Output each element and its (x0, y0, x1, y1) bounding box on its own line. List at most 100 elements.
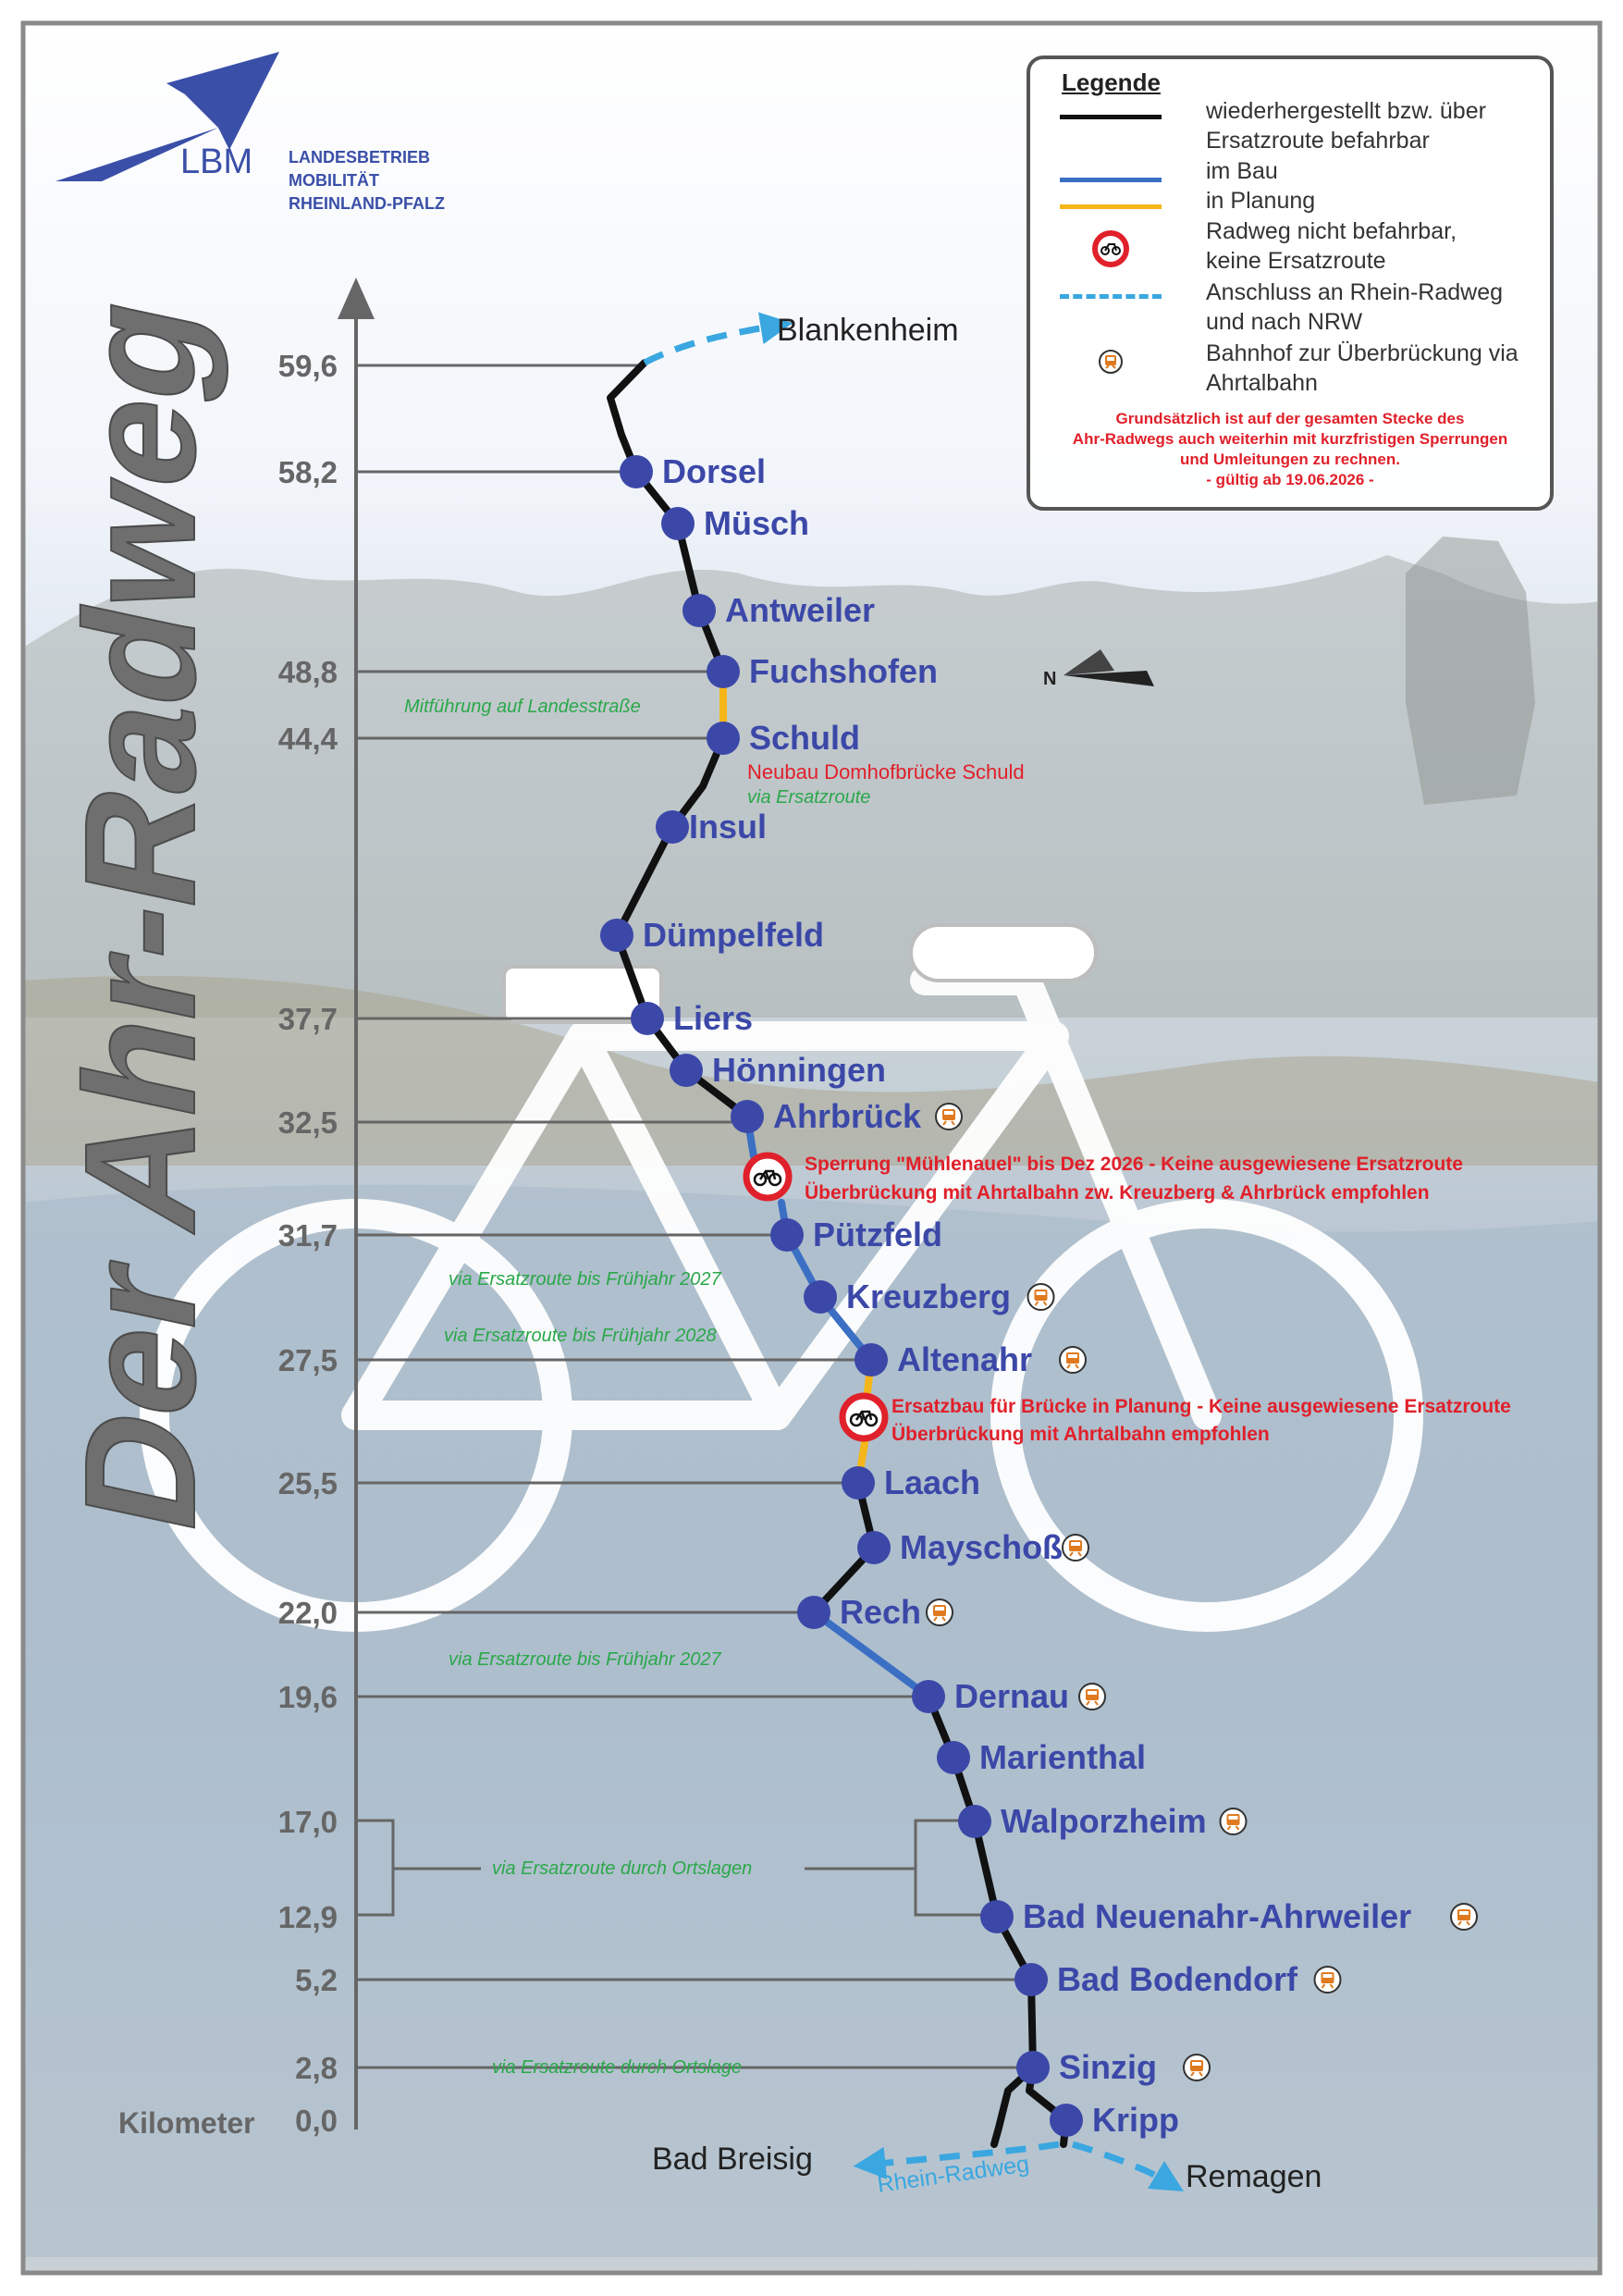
station-11: Pützfeld (770, 1216, 942, 1253)
destination-remagen: Remagen (1186, 2159, 1322, 2194)
note-schuld-red: Neubau Domhofbrücke Schuld (747, 760, 1025, 784)
note-puetzfeld-green: via Ersatzroute bis Frühjahr 2027 (449, 1269, 721, 1290)
station-dot (980, 1900, 1014, 1933)
station-label: Pützfeld (813, 1216, 942, 1253)
station-label: Bad Neuenahr-Ahrweiler (1023, 1897, 1411, 1935)
legend-closed-sign-icon (1092, 230, 1129, 267)
legend-text-train-1: Bahnhof zur Überbrückung via (1206, 340, 1518, 366)
station-dot (842, 1466, 875, 1500)
station-12: Kreuzberg (804, 1278, 1055, 1315)
station-dot (661, 507, 695, 540)
route-notes: Mitführung auf Landesstraße Neubau Domho… (404, 697, 1511, 2078)
station-16: Rech (797, 1593, 953, 1631)
station-label: Sinzig (1059, 2048, 1157, 2086)
page-frame (20, 20, 1603, 2276)
station-label: Kripp (1092, 2101, 1179, 2139)
legend-text-done: wiederhergestellt bzw. über Ersatzroute … (1206, 96, 1486, 155)
station-label: Mayschoß (900, 1528, 1063, 1566)
station-dot (682, 594, 716, 627)
station-label: Dernau (954, 1677, 1069, 1715)
note-ortslagen-green: via Ersatzroute durch Ortslagen (492, 1858, 752, 1879)
bicycle-seat-icon (502, 965, 663, 1024)
legend-note-line-4: - gültig ab 19.06.2026 - (1206, 471, 1374, 488)
station-label: Schuld (749, 719, 860, 757)
route-segment (990, 2064, 1037, 2148)
destination-bad-breisig: Bad Breisig (652, 2142, 813, 2177)
note-kreuzberg-green: via Ersatzroute bis Frühjahr 2028 (444, 1326, 717, 1346)
legend-swatch-construction (1060, 178, 1162, 182)
station-dot (656, 810, 689, 844)
station-23: Kripp (1050, 2101, 1179, 2139)
train-station-icon (1027, 1283, 1055, 1311)
station-label: Marienthal (979, 1738, 1146, 1776)
station-21: Bad Bodendorf (1014, 1960, 1342, 1998)
station-3: Antweiler (682, 591, 875, 629)
station-19: Walporzheim (958, 1802, 1248, 1840)
riverbank (23, 975, 1600, 1166)
station-dot (731, 1100, 764, 1133)
station-dot (770, 1218, 804, 1252)
lbm-logo-arrow-icon (55, 52, 279, 181)
station-5: Schuld (707, 719, 860, 757)
legend-swatch-rhine (1060, 294, 1162, 299)
train-station-icon (926, 1599, 953, 1626)
legend-text-construction: im Bau (1206, 158, 1278, 184)
legend-note-line-1: Grundsätzlich ist auf der gesamten Steck… (1115, 410, 1465, 427)
compass-label: N (1043, 669, 1056, 689)
tick-label: 2,8 (295, 2051, 338, 2085)
station-1: Dorsel (620, 452, 766, 490)
note-rech-green: via Ersatzroute bis Frühjahr 2027 (449, 1649, 721, 1670)
train-station-icon (1059, 1346, 1087, 1374)
tick-label: 22,0 (278, 1596, 338, 1630)
train-station-icon (1219, 1808, 1248, 1835)
train-station-icon (1183, 2054, 1211, 2081)
station-label: Laach (884, 1463, 980, 1501)
station-13: Altenahr (855, 1340, 1087, 1378)
station-18: Marienthal (937, 1738, 1146, 1776)
north-arrow-icon: N (1043, 649, 1154, 689)
note-landesstrasse: Mitführung auf Landesstraße (404, 697, 641, 717)
note-schuld-green: via Ersatzroute (747, 787, 870, 808)
legend-train-station-icon (1099, 350, 1123, 374)
station-20: Bad Neuenahr-Ahrweiler (980, 1897, 1478, 1935)
destination-blankenheim: Blankenheim (777, 313, 959, 348)
station-label: Fuchshofen (749, 652, 938, 690)
tick-label: 48,8 (278, 655, 338, 689)
station-dot (670, 1054, 703, 1087)
tick-label: 27,5 (278, 1343, 338, 1377)
tick-label: 58,2 (278, 455, 338, 489)
legend-text-rhine-1: Anschluss an Rhein-Radweg (1206, 279, 1504, 305)
train-station-icon (935, 1103, 963, 1130)
station-label: Dümpelfeld (643, 916, 824, 954)
station-label: Rech (840, 1593, 921, 1631)
rock-tower (1406, 537, 1535, 805)
train-station-icon (1450, 1903, 1478, 1931)
legend-text-planning: in Planung (1206, 188, 1316, 214)
note-altenahr-red-2: Überbrückung mit Ahrtalbahn empfohlen (891, 1424, 1270, 1445)
station-dot (707, 722, 740, 755)
ortslagen-brackets (356, 1819, 990, 1917)
tick-label: 25,5 (278, 1466, 338, 1500)
station-17: Dernau (912, 1677, 1106, 1715)
station-label: Liers (673, 999, 753, 1037)
tick-label: 19,6 (278, 1680, 338, 1714)
train-station-icon (1313, 1966, 1342, 1994)
closed-sign-altenahr-icon (839, 1392, 889, 1442)
legend-swatch-done (1060, 115, 1162, 119)
station-dot (797, 1596, 830, 1629)
legend-note: Grundsätzlich ist auf der gesamten Steck… (1039, 409, 1541, 490)
logo-org: LANDESBETRIEB MOBILITÄT RHEINLAND-PFALZ (289, 146, 445, 216)
logo-org-line-3: RHEINLAND-PFALZ (289, 194, 445, 213)
tick-label: 31,7 (278, 1218, 338, 1253)
legend-text-train-2: Ahrtalbahn (1206, 370, 1318, 396)
station-dot (1050, 2104, 1083, 2137)
river-water (23, 1184, 1600, 2257)
logo-abbr: LBM (180, 142, 253, 181)
tick-label: 32,5 (278, 1105, 338, 1140)
legend-text-closed: Radweg nicht befahrbar, keine Ersatzrout… (1206, 216, 1457, 276)
station-dot (855, 1343, 888, 1376)
station-label: Müsch (704, 504, 809, 542)
train-station-icon (1078, 1683, 1106, 1710)
note-ortslage-green: via Ersatzroute durch Ortslage (492, 2057, 742, 2078)
logo-org-line-1: LANDESBETRIEB (289, 148, 431, 167)
